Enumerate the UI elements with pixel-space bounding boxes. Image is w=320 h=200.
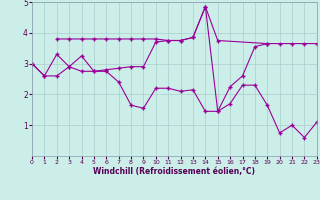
X-axis label: Windchill (Refroidissement éolien,°C): Windchill (Refroidissement éolien,°C)	[93, 167, 255, 176]
